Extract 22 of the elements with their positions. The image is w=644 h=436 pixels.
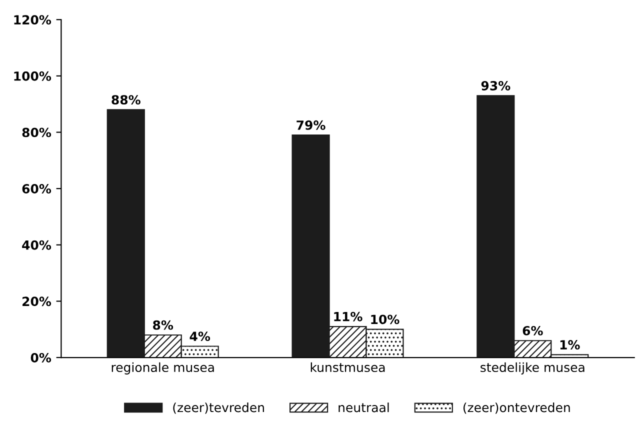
data-label: 8%	[153, 320, 174, 330]
x-tick-label: kunstmusea	[310, 362, 385, 372]
data-label: 79%	[296, 120, 326, 130]
y-tick-label: 40%	[22, 240, 52, 250]
y-tick-label: 20%	[22, 296, 52, 306]
data-label: 6%	[522, 326, 543, 336]
y-tick-label: 60%	[22, 184, 52, 194]
data-label: 4%	[190, 332, 210, 342]
legend-label: (zeer)tevreden	[173, 402, 264, 414]
data-label: 88%	[112, 95, 140, 105]
y-tick-label: 80%	[22, 128, 52, 138]
y-tick-label: 100%	[14, 71, 52, 81]
data-label: 93%	[481, 80, 510, 90]
x-tick-label: stedelijke musea	[480, 362, 584, 374]
data-label: 11%	[334, 312, 362, 322]
data-label: 10%	[371, 314, 400, 324]
legend-label: neutraal	[338, 402, 389, 412]
y-tick-label: 120%	[14, 15, 52, 25]
y-tick-label: 0%	[30, 352, 52, 362]
data-label: 1%	[560, 340, 580, 350]
x-tick-label: regionale musea	[112, 362, 214, 374]
legend-label: (zeer)ontevreden	[463, 402, 570, 414]
